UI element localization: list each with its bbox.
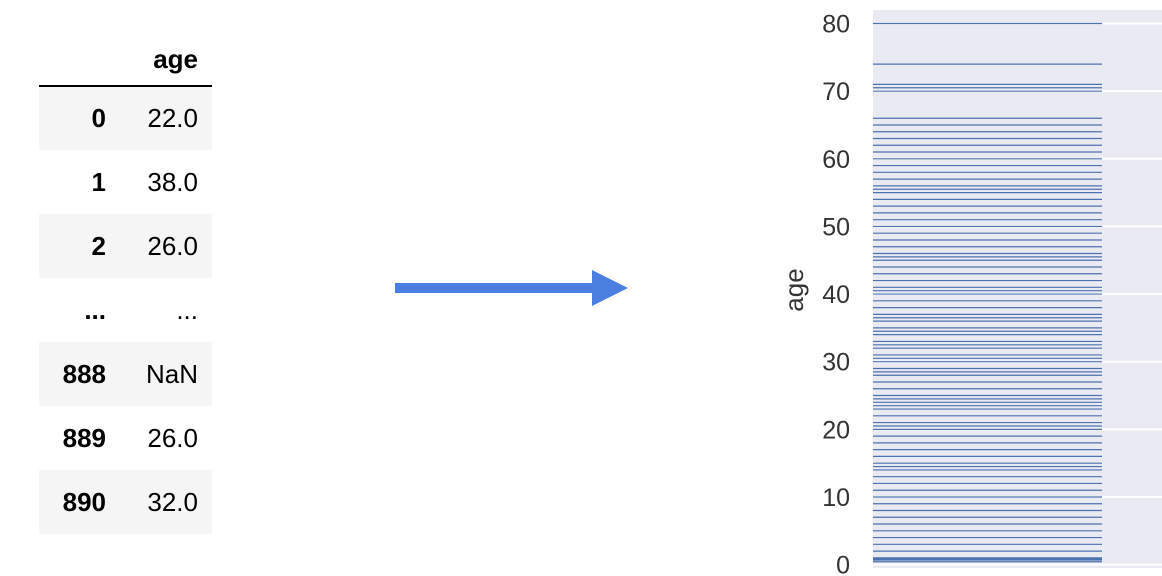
y-tick-labels: 0 10 20 30 40 50 60 70 80 [822,11,850,576]
row-index: ... [84,294,106,325]
plot-background [873,10,1162,568]
row-age-value: 26.0 [147,422,198,453]
y-tick-label: 0 [836,552,850,576]
age-column-header: age [111,33,212,87]
table-row: ... ... [39,278,212,342]
row-index: 890 [62,486,106,517]
row-index: 1 [91,166,106,197]
row-age-value: 22.0 [147,103,198,133]
table-row: 889 26.0 [39,406,212,470]
y-tick-label: 60 [822,146,850,174]
y-tick-label: 40 [822,281,850,309]
y-tick-label: 70 [822,78,850,106]
y-tick-label: 10 [822,484,850,512]
row-index: 888 [62,358,106,389]
row-age-value: ... [176,294,198,325]
table-header-row: age [39,33,212,87]
row-index: 0 [91,103,106,133]
table-row: 0 22.0 [39,86,212,150]
table-row: 1 38.0 [39,150,212,214]
age-rug-plot: 0 10 20 30 40 50 60 70 80 age [779,10,1162,576]
y-axis-label: age [779,268,809,311]
row-index: 2 [91,230,106,261]
table-row: 888 NaN [39,342,212,406]
row-index: 889 [62,422,106,453]
rug-lines [873,22,1102,563]
right-arrow-icon [395,270,628,306]
row-age-value: 32.0 [147,486,198,517]
y-tick-label: 80 [822,11,850,39]
y-tick-label: 50 [822,213,850,241]
row-age-value: NaN [145,358,198,389]
y-tick-label: 30 [822,349,850,377]
arrow-head [592,270,628,306]
table-row: 890 32.0 [39,470,212,534]
y-tick-label: 20 [822,416,850,444]
row-age-value: 38.0 [147,166,198,197]
age-dataframe-table: age 0 22.0 1 38.0 2 26.0 ... ... 888 NaN [39,33,212,534]
arrow-shaft [395,283,595,293]
row-age-value: 26.0 [147,230,198,261]
index-header [39,33,111,87]
table-row: 2 26.0 [39,214,212,278]
